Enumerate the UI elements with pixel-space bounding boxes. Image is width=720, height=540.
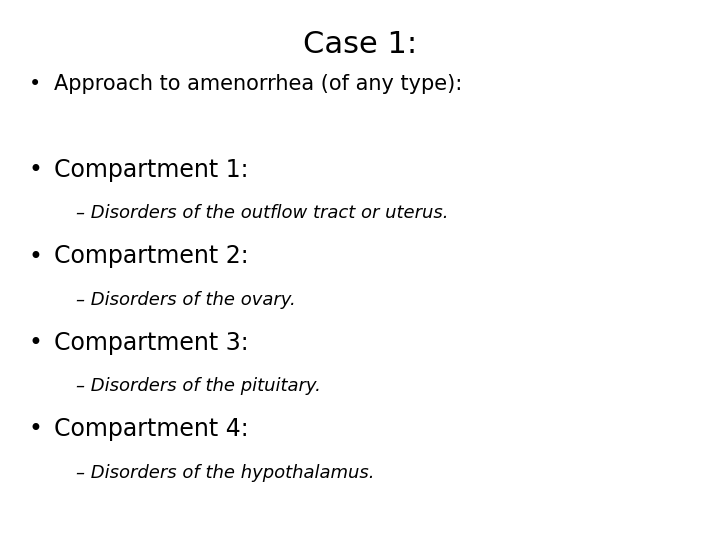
Text: •: • — [29, 417, 42, 441]
Text: •: • — [29, 73, 41, 94]
Text: Case 1:: Case 1: — [303, 30, 417, 59]
Text: •: • — [29, 245, 42, 268]
Text: – Disorders of the pituitary.: – Disorders of the pituitary. — [76, 377, 320, 395]
Text: •: • — [29, 331, 42, 355]
Text: – Disorders of the outflow tract or uterus.: – Disorders of the outflow tract or uter… — [76, 204, 448, 222]
Text: – Disorders of the hypothalamus.: – Disorders of the hypothalamus. — [76, 463, 374, 482]
Text: Compartment 3:: Compartment 3: — [54, 331, 248, 355]
Text: Compartment 4:: Compartment 4: — [54, 417, 248, 441]
Text: •: • — [29, 158, 42, 182]
Text: – Disorders of the ovary.: – Disorders of the ovary. — [76, 291, 295, 309]
Text: Compartment 1:: Compartment 1: — [54, 158, 248, 182]
Text: Compartment 2:: Compartment 2: — [54, 245, 248, 268]
Text: Approach to amenorrhea (of any type):: Approach to amenorrhea (of any type): — [54, 73, 462, 94]
